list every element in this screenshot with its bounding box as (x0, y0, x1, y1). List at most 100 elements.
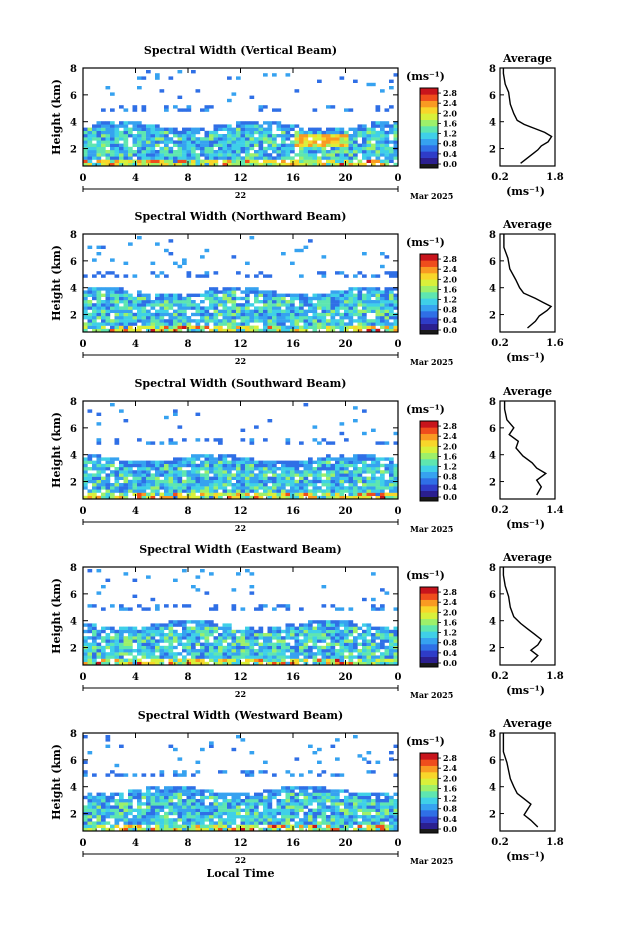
heatmap-cell (128, 824, 133, 828)
heatmap-cell (231, 162, 237, 167)
heatmap-cell (344, 661, 349, 666)
heatmap-cell (393, 802, 399, 806)
heatmap-cell (155, 242, 160, 246)
heatmap-cell (290, 296, 295, 301)
heatmap-cell (240, 652, 246, 656)
heatmap-cell (119, 156, 124, 160)
heatmap-cell (317, 441, 322, 445)
heatmap-cell (380, 121, 385, 125)
heatmap-cell (263, 309, 268, 313)
heatmap-cell (164, 153, 169, 157)
heatmap-cell (249, 463, 255, 468)
heatmap-cell (384, 309, 390, 313)
heatmap-cell (290, 150, 295, 154)
heatmap-cell (83, 636, 88, 640)
heatmap-cell (123, 108, 129, 112)
heatmap-cell (330, 483, 336, 487)
heatmap-cell (353, 735, 358, 739)
heatmap-cell (168, 805, 174, 809)
heatmap-cell (249, 645, 255, 650)
heatmap-cell (393, 658, 399, 662)
heatmap-cell (258, 642, 264, 646)
heatmap-cell (186, 645, 192, 650)
heatmap-cell (308, 652, 313, 656)
heatmap-cell (105, 492, 111, 496)
heatmap-cell (258, 633, 264, 637)
heatmap-cell (168, 328, 174, 333)
heatmap-cell (362, 300, 367, 304)
heatmap-cell (380, 661, 385, 666)
heatmap-cell (312, 786, 318, 790)
heatmap-cell (236, 156, 241, 160)
heatmap-cell (263, 652, 268, 656)
heatmap-cell (173, 827, 178, 832)
heatmap-cell (195, 153, 201, 157)
heatmap-cell (114, 287, 120, 291)
heatmap-cell (155, 658, 160, 662)
heatmap-cell (168, 146, 174, 151)
heatmap-cell (173, 645, 178, 650)
heatmap-cell (83, 655, 88, 659)
heatmap-cell (173, 153, 178, 157)
heatmap-cell (366, 633, 372, 637)
heatmap-cell (380, 495, 385, 500)
heatmap-cell (96, 457, 102, 461)
heatmap-cell (276, 492, 282, 496)
heatmap-cell (155, 629, 160, 634)
heatmap-cell (105, 476, 111, 480)
heatmap-cell (222, 137, 228, 141)
colorbar-swatch (420, 157, 438, 165)
heatmap-cell (366, 489, 372, 493)
y-tick-label: 2 (70, 311, 77, 322)
heatmap-cell (182, 325, 187, 329)
heatmap-cell (348, 815, 354, 819)
heatmap-cell (375, 143, 381, 147)
heatmap-cell (83, 815, 88, 819)
heatmap-cell (222, 124, 228, 128)
heatmap-cell (245, 792, 250, 796)
heatmap-cell (227, 489, 232, 493)
heatmap-cell (227, 322, 232, 326)
x-tick-label: 20 (339, 838, 353, 849)
heatmap-cell (312, 808, 318, 812)
heatmap-cell (240, 492, 246, 496)
heatmap-cell (281, 489, 286, 493)
heatmap-cell (308, 821, 313, 825)
heatmap-cell (209, 827, 214, 832)
heatmap-cell (339, 815, 345, 819)
heatmap-cell (249, 649, 255, 653)
heatmap-cell (137, 293, 142, 297)
heatmap-cell (204, 479, 210, 484)
heatmap-cell (371, 306, 376, 310)
heatmap-cell (317, 658, 322, 662)
heatmap-cell (375, 124, 381, 128)
heatmap-cell (348, 802, 354, 806)
heatmap-cell (362, 649, 367, 653)
heatmap-cell (128, 153, 133, 157)
heatmap-cell (236, 470, 241, 474)
heatmap-cell (128, 795, 133, 800)
heatmap-cell (290, 309, 295, 313)
heatmap-cell (276, 818, 282, 822)
heatmap-cell (213, 130, 219, 135)
heatmap-cell (290, 492, 295, 496)
heatmap-cell (236, 137, 241, 141)
heatmap-cell (258, 483, 264, 487)
date-day-label: 22 (235, 855, 246, 865)
heatmap-cell (362, 322, 367, 326)
heatmap-cell (101, 607, 106, 611)
heatmap-cell (101, 316, 106, 320)
heatmap-cell (173, 293, 178, 297)
heatmap-cell (137, 824, 142, 828)
heatmap-cell (191, 786, 196, 790)
heatmap-cell (150, 479, 156, 484)
heatmap-cell (200, 328, 205, 333)
heatmap-cell (321, 799, 327, 803)
heatmap-cell (227, 153, 232, 157)
heatmap-cell (83, 463, 88, 468)
heatmap-cell (96, 795, 102, 800)
heatmap-cell (272, 658, 277, 662)
heatmap-cell (177, 818, 183, 822)
heatmap-cell (380, 645, 385, 650)
heatmap-cell (146, 146, 151, 151)
